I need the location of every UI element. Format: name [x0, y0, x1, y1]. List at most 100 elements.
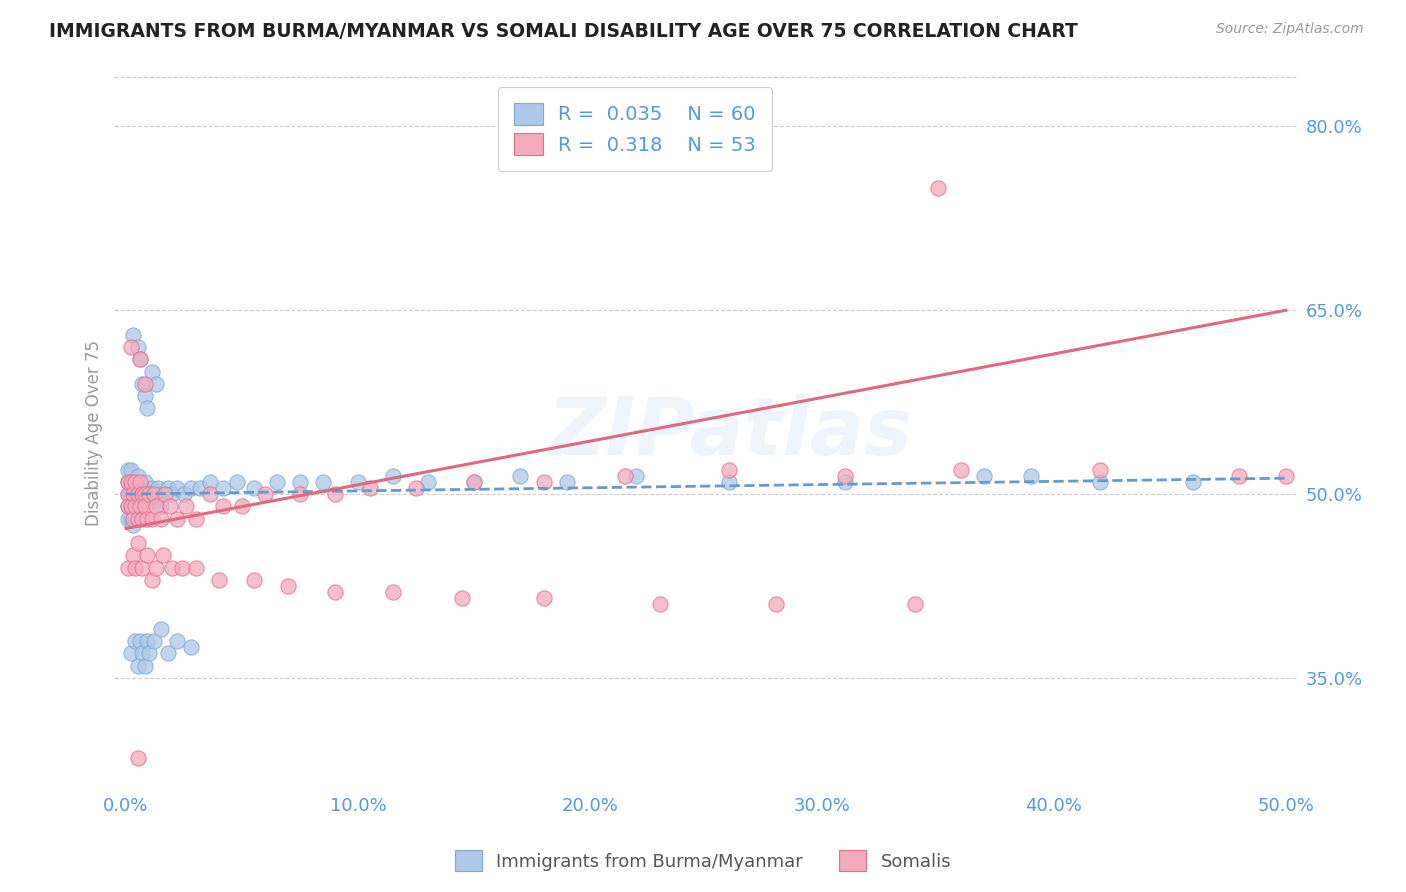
Point: [122, 327, 145, 342]
Point: [120, 462, 142, 476]
Point: [626, 468, 648, 483]
Point: [226, 475, 249, 489]
Point: [231, 500, 253, 514]
Point: [533, 591, 555, 606]
Point: [117, 475, 139, 489]
Point: [127, 340, 149, 354]
Point: [145, 376, 167, 391]
Point: [648, 598, 671, 612]
Point: [156, 481, 179, 495]
Point: [127, 468, 149, 483]
Point: [1090, 462, 1112, 476]
Point: [1090, 475, 1112, 489]
Y-axis label: Disability Age Over 75: Disability Age Over 75: [86, 340, 103, 525]
Point: [134, 376, 156, 391]
Point: [134, 475, 156, 489]
Point: [166, 481, 188, 495]
Point: [149, 511, 172, 525]
Point: [162, 560, 184, 574]
Point: [212, 500, 235, 514]
Point: [117, 487, 139, 501]
Point: [718, 475, 741, 489]
Point: [117, 511, 139, 525]
Point: [120, 500, 142, 514]
Point: [927, 180, 949, 194]
Point: [950, 462, 973, 476]
Point: [166, 634, 188, 648]
Point: [138, 647, 160, 661]
Point: [162, 487, 184, 501]
Point: [117, 475, 139, 489]
Point: [131, 647, 153, 661]
Point: [198, 475, 221, 489]
Point: [138, 487, 160, 501]
Point: [122, 511, 145, 525]
Point: [718, 462, 741, 476]
Point: [131, 500, 153, 514]
Point: [198, 487, 221, 501]
Point: [117, 487, 139, 501]
Point: [323, 585, 346, 599]
Point: [117, 462, 139, 476]
Point: [266, 475, 288, 489]
Point: [142, 487, 165, 501]
Point: [141, 481, 163, 495]
Point: [463, 475, 485, 489]
Point: [124, 634, 146, 648]
Point: [176, 500, 198, 514]
Point: [613, 468, 636, 483]
Point: [152, 549, 174, 563]
Point: [184, 511, 207, 525]
Point: [451, 591, 474, 606]
Point: [152, 487, 174, 501]
Point: [149, 500, 172, 514]
Point: [254, 487, 277, 501]
Point: [138, 487, 160, 501]
Point: [312, 475, 335, 489]
Legend: Immigrants from Burma/Myanmar, Somalis: Immigrants from Burma/Myanmar, Somalis: [447, 843, 959, 879]
Point: [120, 475, 142, 489]
Point: [129, 352, 152, 367]
Point: [149, 622, 172, 636]
Point: [122, 549, 145, 563]
Point: [127, 536, 149, 550]
Point: [188, 481, 211, 495]
Point: [1019, 468, 1042, 483]
Point: [1182, 475, 1205, 489]
Point: [134, 500, 156, 514]
Point: [122, 487, 145, 501]
Point: [131, 511, 153, 525]
Point: [134, 487, 156, 501]
Point: [173, 487, 195, 501]
Point: [135, 493, 157, 508]
Point: [122, 500, 145, 514]
Point: [117, 500, 139, 514]
Point: [170, 560, 193, 574]
Point: [416, 475, 439, 489]
Point: [129, 475, 152, 489]
Point: [277, 579, 299, 593]
Point: [129, 352, 152, 367]
Point: [122, 517, 145, 532]
Point: [381, 468, 404, 483]
Legend: R =  0.035    N = 60, R =  0.318    N = 53: R = 0.035 N = 60, R = 0.318 N = 53: [498, 87, 772, 171]
Point: [129, 487, 152, 501]
Point: [166, 511, 188, 525]
Point: [463, 475, 485, 489]
Point: [1275, 468, 1298, 483]
Point: [129, 500, 152, 514]
Point: [834, 468, 856, 483]
Point: [135, 401, 157, 416]
Point: [127, 487, 149, 501]
Point: [124, 500, 146, 514]
Point: [834, 475, 856, 489]
Point: [288, 487, 311, 501]
Point: [381, 585, 404, 599]
Point: [127, 500, 149, 514]
Point: [242, 573, 264, 587]
Point: [131, 560, 153, 574]
Point: [120, 647, 142, 661]
Point: [141, 573, 163, 587]
Point: [904, 598, 927, 612]
Point: [148, 481, 170, 495]
